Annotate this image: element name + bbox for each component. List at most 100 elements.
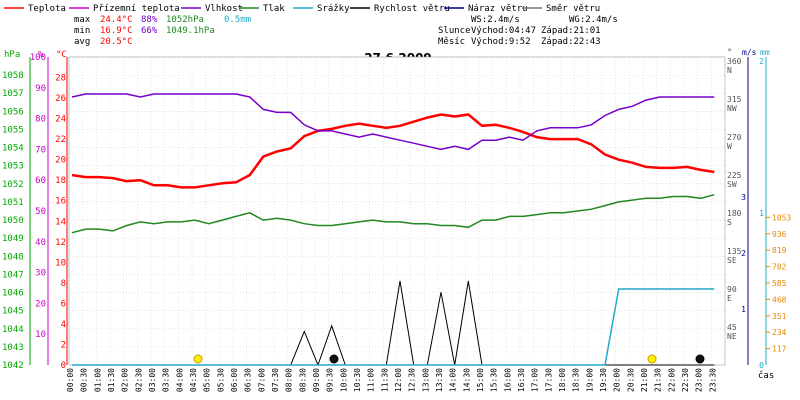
mm-axis-label: mm [760,48,770,57]
pct-tick-label: 80 [35,115,46,125]
x-tick-label: 21:00 [640,368,649,392]
pct-tick-label: 10 [35,330,46,340]
x-tick-label: 01:30 [107,368,116,392]
x-tick-label: 18:30 [572,368,581,392]
pct-tick-label: 40 [35,238,46,248]
degc-tick-label: 4 [61,320,66,330]
degc-tick-label: 16 [55,197,66,207]
x-tick-label: 22:00 [667,368,676,392]
x-tick-label: 10:30 [353,368,362,392]
degc-tick-label: 24 [55,115,66,125]
series-line-1 [71,93,715,151]
hpa-tick-label: 1056 [2,107,24,117]
degc-tick-label: 8 [61,279,66,289]
ms-tick-label: 3 [741,193,746,202]
right-tick-label: 468 [772,295,787,304]
legend-item: Tlak [263,4,285,14]
dir-compass-label: W [727,142,732,151]
sunset-icon [647,354,657,364]
info-block: WS:2.4m/s WG:2.4m/s Slunce Východ:04:47 … [438,15,618,47]
series-layer [71,93,715,367]
info-moonrise: Východ:9:52 [471,37,531,47]
ms-axis-label: m/s [742,48,757,57]
hpa-tick-label: 1047 [2,270,24,280]
x-tick-label: 00:30 [80,368,89,392]
dir-tick-label: 90 [727,285,737,294]
right-tick-label: 234 [772,328,787,337]
degc-tick-label: 0 [61,361,66,371]
x-tick-label: 18:00 [558,368,567,392]
x-tick-label: 02:30 [134,368,143,392]
degc-tick-label: 18 [55,176,66,186]
x-tick-label: 13:00 [421,368,430,392]
x-tick-label: 17:00 [531,368,540,392]
hpa-tick-label: 1044 [2,325,24,335]
plot-area [68,56,726,366]
x-tick-label: 06:00 [230,368,239,392]
info-sun-label: Slunce [438,26,471,36]
stat-hum-max: 88% [141,15,158,25]
dir-tick-label: 45 [727,323,737,332]
legend: Teplota Přízemní teplota Vlhkost Tlak Srážky… [4,4,600,14]
x-tick-label: 14:00 [449,368,458,392]
moonrise-icon [329,354,339,364]
x-tick-label: 15:00 [476,368,485,392]
series-line-5 [72,288,715,366]
x-tick-label: 19:00 [585,368,594,392]
legend-item: Rychlost větru [374,4,450,14]
dir-tick-label: 315 [727,95,742,104]
hpa-tick-label: 1051 [2,198,24,208]
axes: hPa1042104310441045104610471048104910501… [2,48,791,371]
hpa-axis-label: hPa [4,50,20,60]
x-tick-label: 12:30 [408,368,417,392]
dir-compass-label: N [727,66,732,75]
stat-temp-max: 24.4°C [100,15,133,25]
right-tick-label: 819 [772,246,787,255]
stat-max-label: max [74,15,91,25]
pct-tick-label: 70 [35,145,46,155]
x-tick-label: 22:30 [681,368,690,392]
x-tick-label: 03:00 [148,368,157,392]
pct-axis-label: % [38,50,44,60]
x-tick-label: 13:30 [435,368,444,392]
sunrise-icon [193,354,203,364]
right-tick-label: 351 [772,312,787,321]
hpa-tick-label: 1049 [2,234,24,244]
dir-compass-label: SE [727,256,737,265]
hpa-tick-label: 1050 [2,216,24,226]
right-tick-label: 702 [772,263,787,272]
info-wg: WG:2.4m/s [569,15,618,25]
pct-tick-label: 60 [35,176,46,186]
degc-tick-label: 2 [61,340,66,350]
mm-tick-label: 2 [759,57,764,66]
dir-compass-label: S [727,218,732,227]
degc-axis-label: °C [56,50,67,60]
x-tick-label: 23:00 [695,368,704,392]
pct-tick-label: 50 [35,207,46,217]
dir-tick-label: 225 [727,171,742,180]
x-tick-label: 05:30 [216,368,225,392]
hpa-tick-label: 1046 [2,289,24,299]
x-axis: 00:00 00:30 01:00 01:30 02:00 02:30 03:00 03:30… [66,368,717,392]
x-tick-label: 01:00 [93,368,102,392]
stat-min-label: min [74,26,90,36]
x-tick-label: 04:00 [175,368,184,392]
x-tick-label: 21:30 [654,368,663,392]
pct-tick-label: 20 [35,299,46,309]
info-ws: WS:2.4m/s [471,15,520,25]
x-tick-label: 10:00 [339,368,348,392]
dir-tick-label: 270 [727,133,742,142]
legend-item: Přízemní teplota [93,4,180,14]
x-tick-label: 08:00 [285,368,294,392]
legend-item: Náraz větru [468,4,528,14]
degc-tick-label: 12 [55,238,66,248]
dir-tick-label: 180 [727,209,742,218]
hpa-tick-label: 1055 [2,125,24,135]
x-tick-label: 09:00 [312,368,321,392]
info-sunset: Západ:21:01 [541,26,601,36]
x-tick-label: 17:30 [544,368,553,392]
x-tick-label: 20:30 [626,368,635,392]
x-tick-label: 19:30 [599,368,608,392]
mm-tick-label: 1 [759,209,764,218]
x-tick-label: 06:30 [244,368,253,392]
